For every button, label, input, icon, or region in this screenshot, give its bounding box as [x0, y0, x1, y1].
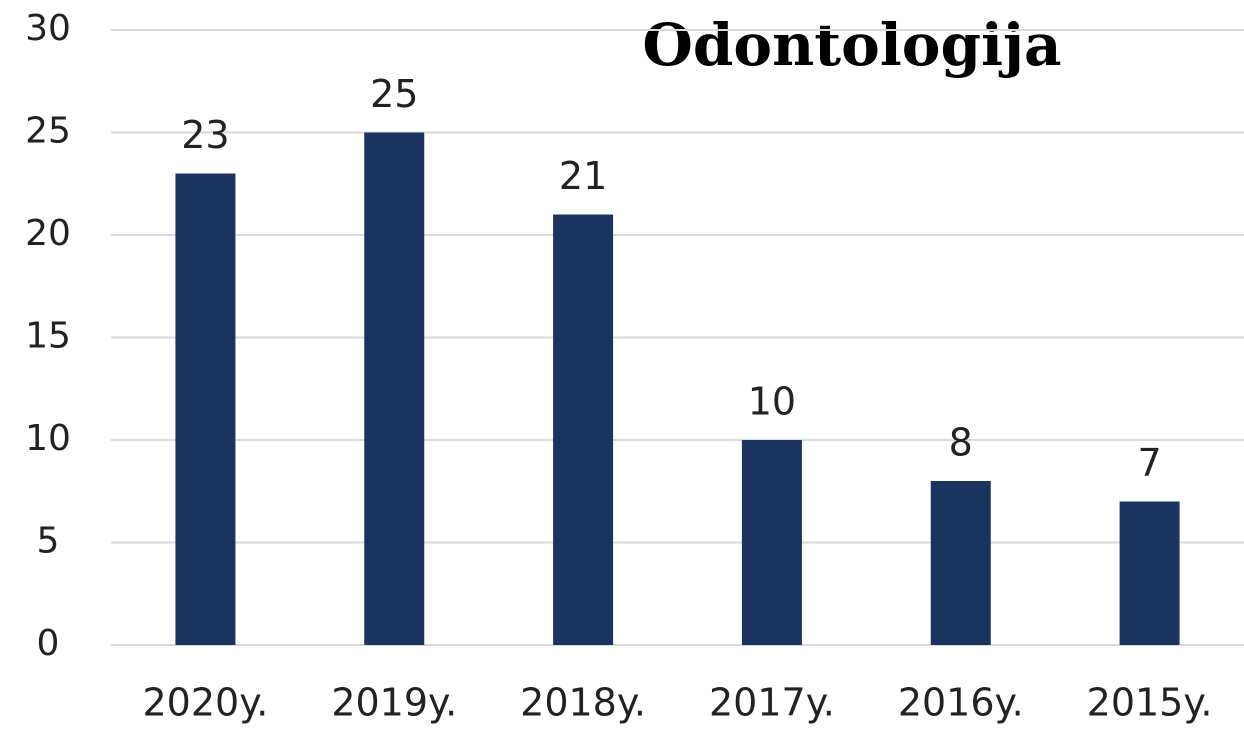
y-tick-label: 0 — [37, 623, 60, 664]
y-tick-label: 25 — [25, 111, 71, 152]
data-label: 25 — [370, 72, 418, 116]
x-tick-label: 2015y. — [1087, 681, 1213, 725]
y-tick-label: 20 — [25, 213, 71, 254]
y-tick-label: 15 — [25, 316, 71, 357]
y-tick-label: 10 — [25, 418, 71, 459]
x-tick-label: 2018y. — [520, 681, 646, 725]
data-label: 23 — [181, 113, 229, 157]
data-label: 10 — [748, 380, 796, 424]
y-tick-label: 30 — [25, 8, 71, 49]
bar — [741, 440, 802, 645]
x-tick-label: 2019y. — [331, 681, 457, 725]
y-tick-label: 5 — [37, 521, 60, 562]
x-tick-label: 2016y. — [898, 681, 1024, 725]
x-tick-label: 2017y. — [709, 681, 835, 725]
bar — [364, 132, 425, 645]
bar — [930, 481, 991, 645]
data-label: 8 — [949, 421, 973, 465]
data-label: 21 — [559, 154, 607, 198]
chart-title: Odontologija — [642, 11, 1061, 79]
bar — [553, 214, 614, 645]
bar — [175, 173, 236, 645]
x-tick-label: 2020y. — [142, 681, 268, 725]
data-label: 7 — [1137, 441, 1161, 485]
bar — [1119, 501, 1180, 645]
